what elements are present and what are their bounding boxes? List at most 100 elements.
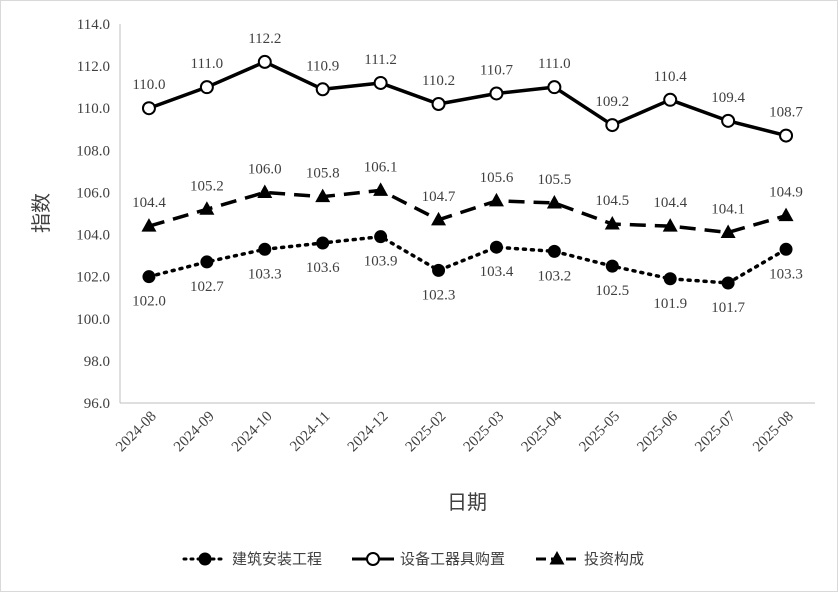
data-label: 104.7 bbox=[422, 189, 456, 205]
data-label: 111.0 bbox=[191, 56, 224, 72]
data-label: 104.4 bbox=[653, 195, 687, 211]
y-tick-label: 104.0 bbox=[76, 228, 110, 244]
data-point bbox=[662, 218, 678, 232]
data-point bbox=[489, 86, 504, 101]
data-label: 109.2 bbox=[595, 94, 629, 110]
data-label: 110.9 bbox=[306, 58, 339, 74]
series-2 bbox=[141, 54, 794, 143]
data-label: 112.2 bbox=[248, 31, 281, 47]
legend-marker bbox=[366, 552, 380, 566]
data-point bbox=[315, 188, 331, 203]
data-label: 110.2 bbox=[422, 73, 455, 89]
data-point bbox=[721, 113, 736, 128]
legend-label: 投资构成 bbox=[584, 550, 644, 568]
data-point bbox=[779, 128, 794, 143]
data-point bbox=[431, 211, 447, 226]
legend-marker bbox=[549, 551, 565, 565]
data-label: 104.4 bbox=[132, 195, 166, 211]
x-tick-label: 2024-08 bbox=[113, 409, 160, 456]
data-point bbox=[373, 75, 388, 90]
data-point bbox=[547, 244, 561, 258]
data-point bbox=[315, 82, 330, 97]
series-line bbox=[148, 60, 787, 138]
series-line bbox=[147, 234, 788, 285]
data-label: 102.7 bbox=[190, 279, 224, 295]
x-tick-label: 2025-02 bbox=[403, 409, 450, 456]
x-tick-label: 2024-11 bbox=[287, 409, 333, 455]
data-label: 108.7 bbox=[769, 105, 803, 121]
x-tick-label: 2024-09 bbox=[171, 409, 218, 456]
x-tick-label: 2024-12 bbox=[345, 409, 392, 456]
data-label: 105.6 bbox=[480, 170, 514, 186]
data-label: 109.4 bbox=[711, 90, 745, 106]
data-point bbox=[663, 272, 677, 286]
y-tick-label: 100.0 bbox=[76, 312, 110, 328]
y-tick-label: 114.0 bbox=[77, 17, 110, 33]
data-label: 103.2 bbox=[538, 268, 572, 284]
data-point bbox=[432, 263, 446, 277]
data-point bbox=[488, 192, 504, 207]
data-point bbox=[316, 236, 330, 250]
data-label: 110.7 bbox=[480, 62, 514, 78]
data-label: 104.9 bbox=[769, 185, 803, 201]
data-label: 105.8 bbox=[306, 166, 340, 182]
data-point bbox=[605, 259, 619, 273]
data-label: 101.7 bbox=[711, 300, 745, 316]
data-point bbox=[258, 242, 272, 256]
data-label: 103.4 bbox=[480, 264, 514, 280]
data-label: 103.3 bbox=[248, 266, 282, 282]
data-point bbox=[373, 182, 389, 196]
legend-item: 建筑安装工程 bbox=[182, 550, 322, 568]
legend-item: 投资构成 bbox=[536, 550, 644, 568]
data-label: 106.1 bbox=[364, 159, 398, 175]
x-tick-label: 2025-03 bbox=[461, 409, 508, 456]
y-tick-label: 102.0 bbox=[76, 270, 110, 286]
data-label: 111.2 bbox=[364, 52, 397, 68]
data-point bbox=[199, 201, 215, 215]
data-point bbox=[489, 240, 503, 254]
data-point bbox=[546, 194, 562, 209]
series-layer bbox=[141, 54, 794, 290]
y-tick-label: 108.0 bbox=[76, 143, 110, 159]
data-point bbox=[779, 242, 793, 256]
data-point bbox=[721, 276, 735, 290]
data-point bbox=[720, 224, 736, 238]
data-label: 105.2 bbox=[190, 178, 224, 194]
data-point bbox=[778, 207, 794, 222]
data-point bbox=[141, 101, 156, 116]
data-label: 110.4 bbox=[654, 69, 688, 85]
data-point bbox=[663, 92, 678, 107]
data-point bbox=[547, 80, 562, 95]
data-label: 103.9 bbox=[364, 254, 398, 270]
data-label: 102.0 bbox=[132, 294, 166, 310]
data-label: 105.5 bbox=[538, 172, 572, 188]
data-point bbox=[199, 80, 214, 95]
legend-item: 设备工器具购置 bbox=[352, 550, 505, 568]
series-line bbox=[148, 188, 787, 235]
y-tick-label: 98.0 bbox=[84, 354, 110, 370]
x-tick-label: 2025-07 bbox=[692, 408, 739, 455]
data-label: 102.3 bbox=[422, 287, 456, 303]
data-label: 111.0 bbox=[538, 56, 571, 72]
y-tick-label: 112.0 bbox=[77, 59, 110, 75]
legend: 建筑安装工程 设备工器具购置 投资构成 bbox=[182, 550, 644, 568]
x-tick-label: 2025-05 bbox=[576, 409, 623, 456]
data-label: 101.9 bbox=[653, 296, 687, 312]
y-tick-label: 110.0 bbox=[77, 101, 110, 117]
data-label: 102.5 bbox=[595, 283, 629, 299]
data-point bbox=[200, 255, 214, 269]
data-label: 103.6 bbox=[306, 260, 340, 276]
data-point bbox=[431, 97, 446, 112]
y-tick-label: 106.0 bbox=[76, 185, 110, 201]
data-point bbox=[605, 118, 620, 133]
data-point bbox=[141, 218, 157, 232]
data-point bbox=[257, 54, 272, 69]
data-point bbox=[257, 184, 273, 198]
data-label-layer: 102.0 102.7 103.3 103.6 103.9 102.3 103.4 103.2… bbox=[132, 31, 803, 316]
x-tick-label: 2025-06 bbox=[634, 408, 681, 455]
series-1 bbox=[142, 230, 793, 290]
y-axis-title: 指数 bbox=[29, 193, 53, 233]
data-label: 104.1 bbox=[711, 201, 745, 217]
x-tick-label: 2025-08 bbox=[750, 409, 797, 456]
